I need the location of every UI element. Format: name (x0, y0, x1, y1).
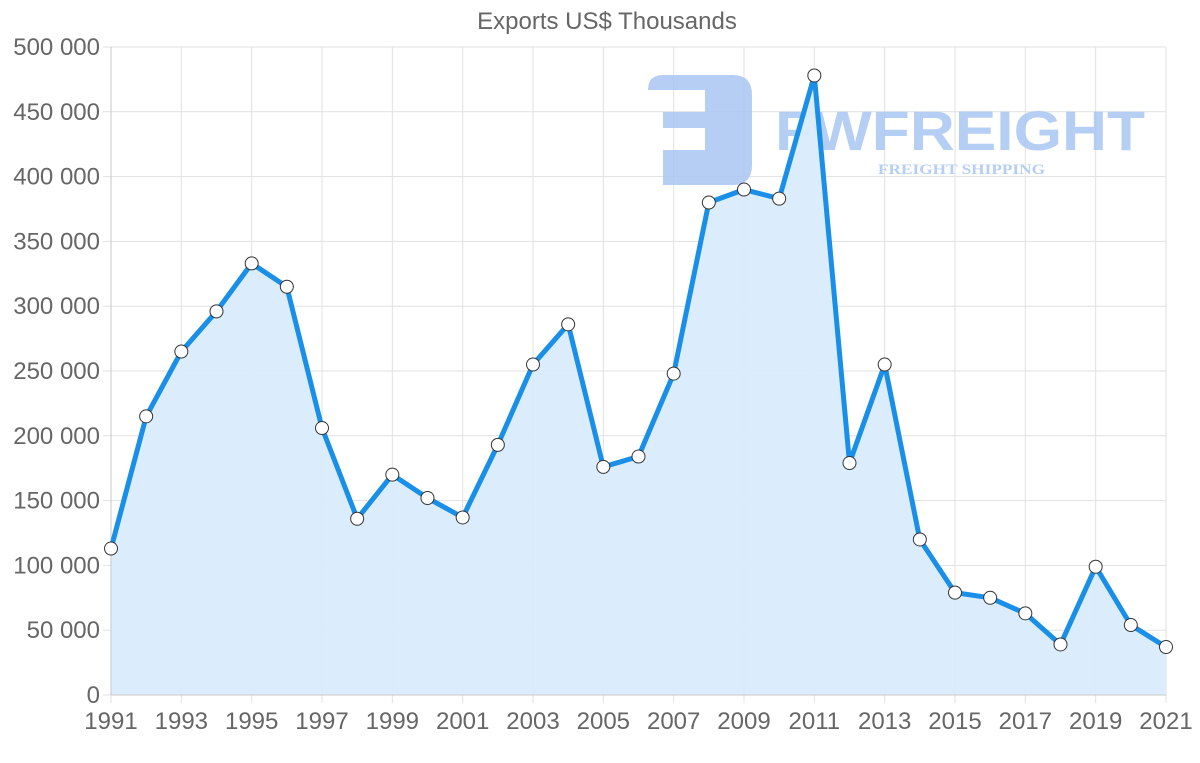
y-tick-label: 500 000 (13, 34, 100, 61)
data-point-1991[interactable] (104, 541, 118, 556)
x-tick-label: 2003 (506, 708, 559, 735)
data-point-2006[interactable] (631, 449, 646, 464)
data-point-2020[interactable] (1123, 618, 1138, 633)
x-tick-label: 1999 (366, 708, 419, 735)
x-tick-label: 2015 (928, 708, 981, 735)
data-point-1993[interactable] (174, 344, 189, 359)
y-tick-label: 200 000 (13, 423, 100, 450)
y-tick-label: 0 (87, 682, 100, 709)
x-tick-label: 2001 (436, 708, 489, 735)
data-point-2017[interactable] (1018, 606, 1033, 621)
x-tick-label: 1993 (155, 708, 208, 735)
y-tick-label: 400 000 (13, 164, 100, 191)
x-tick-label: 2013 (858, 708, 911, 735)
y-tick-label: 300 000 (13, 293, 100, 320)
data-point-2000[interactable] (420, 491, 435, 506)
x-tick-label: 2005 (577, 708, 630, 735)
data-point-2009[interactable] (737, 182, 751, 197)
y-tick-label: 100 000 (13, 552, 100, 579)
y-tick-label: 150 000 (13, 488, 100, 515)
area-fill (111, 75, 1166, 695)
data-point-2013[interactable] (877, 357, 892, 372)
x-tick-label: 2021 (1139, 708, 1192, 735)
data-point-2007[interactable] (666, 366, 681, 381)
data-points (104, 68, 1173, 655)
data-point-1994[interactable] (209, 304, 224, 319)
x-tick-label: 2007 (647, 708, 700, 735)
data-point-2015[interactable] (948, 585, 962, 600)
x-axis-labels: 1991 1993 1995 1997 1999 2001 2003 2005 2007 2009… (84, 708, 1192, 735)
data-point-2003[interactable] (526, 357, 540, 372)
y-tick-label: 250 000 (13, 358, 100, 385)
data-point-1998[interactable] (350, 511, 365, 526)
x-tick-label: 1991 (84, 708, 137, 735)
data-point-2018[interactable] (1053, 637, 1068, 652)
watermark-logo: FWFREIGHT FREIGHT SHIPPING (648, 75, 1145, 185)
data-point-2008[interactable] (701, 195, 716, 210)
y-tick-label: 350 000 (13, 228, 100, 255)
data-point-2010[interactable] (772, 191, 787, 206)
x-tick-label: 2017 (999, 708, 1052, 735)
data-point-2012[interactable] (842, 456, 857, 471)
x-tick-label: 2009 (717, 708, 770, 735)
data-point-1997[interactable] (315, 421, 329, 436)
watermark-tagline: FREIGHT SHIPPING (878, 162, 1045, 178)
logo-mark-icon (648, 75, 752, 185)
data-point-1992[interactable] (139, 409, 154, 424)
x-tick-label: 2011 (789, 708, 841, 735)
x-tick-label: 1997 (295, 708, 348, 735)
data-point-2005[interactable] (596, 459, 611, 474)
data-point-2019[interactable] (1088, 559, 1103, 574)
data-point-2014[interactable] (912, 532, 927, 547)
data-point-2021[interactable] (1159, 640, 1173, 655)
data-point-2011[interactable] (807, 68, 822, 83)
watermark-brand: FWFREIGHT (775, 99, 1145, 162)
data-point-2001[interactable] (455, 510, 470, 525)
data-point-2016[interactable] (983, 590, 998, 605)
data-point-1999[interactable] (385, 467, 400, 482)
y-tick-label: 450 000 (13, 99, 100, 126)
data-point-1995[interactable] (244, 256, 259, 271)
data-point-2004[interactable] (561, 317, 576, 332)
axes (110, 47, 1166, 696)
y-tick-label: 50 000 (27, 617, 100, 644)
chart-title: Exports US$ Thousands (477, 8, 737, 35)
data-point-1996[interactable] (279, 279, 294, 294)
x-tick-label: 1995 (225, 708, 278, 735)
data-point-2002[interactable] (490, 437, 505, 452)
y-axis-labels: 0 50 000 100 000 150 000 200 000 250 000 300 0… (13, 34, 100, 709)
x-tick-label: 2019 (1069, 708, 1122, 735)
